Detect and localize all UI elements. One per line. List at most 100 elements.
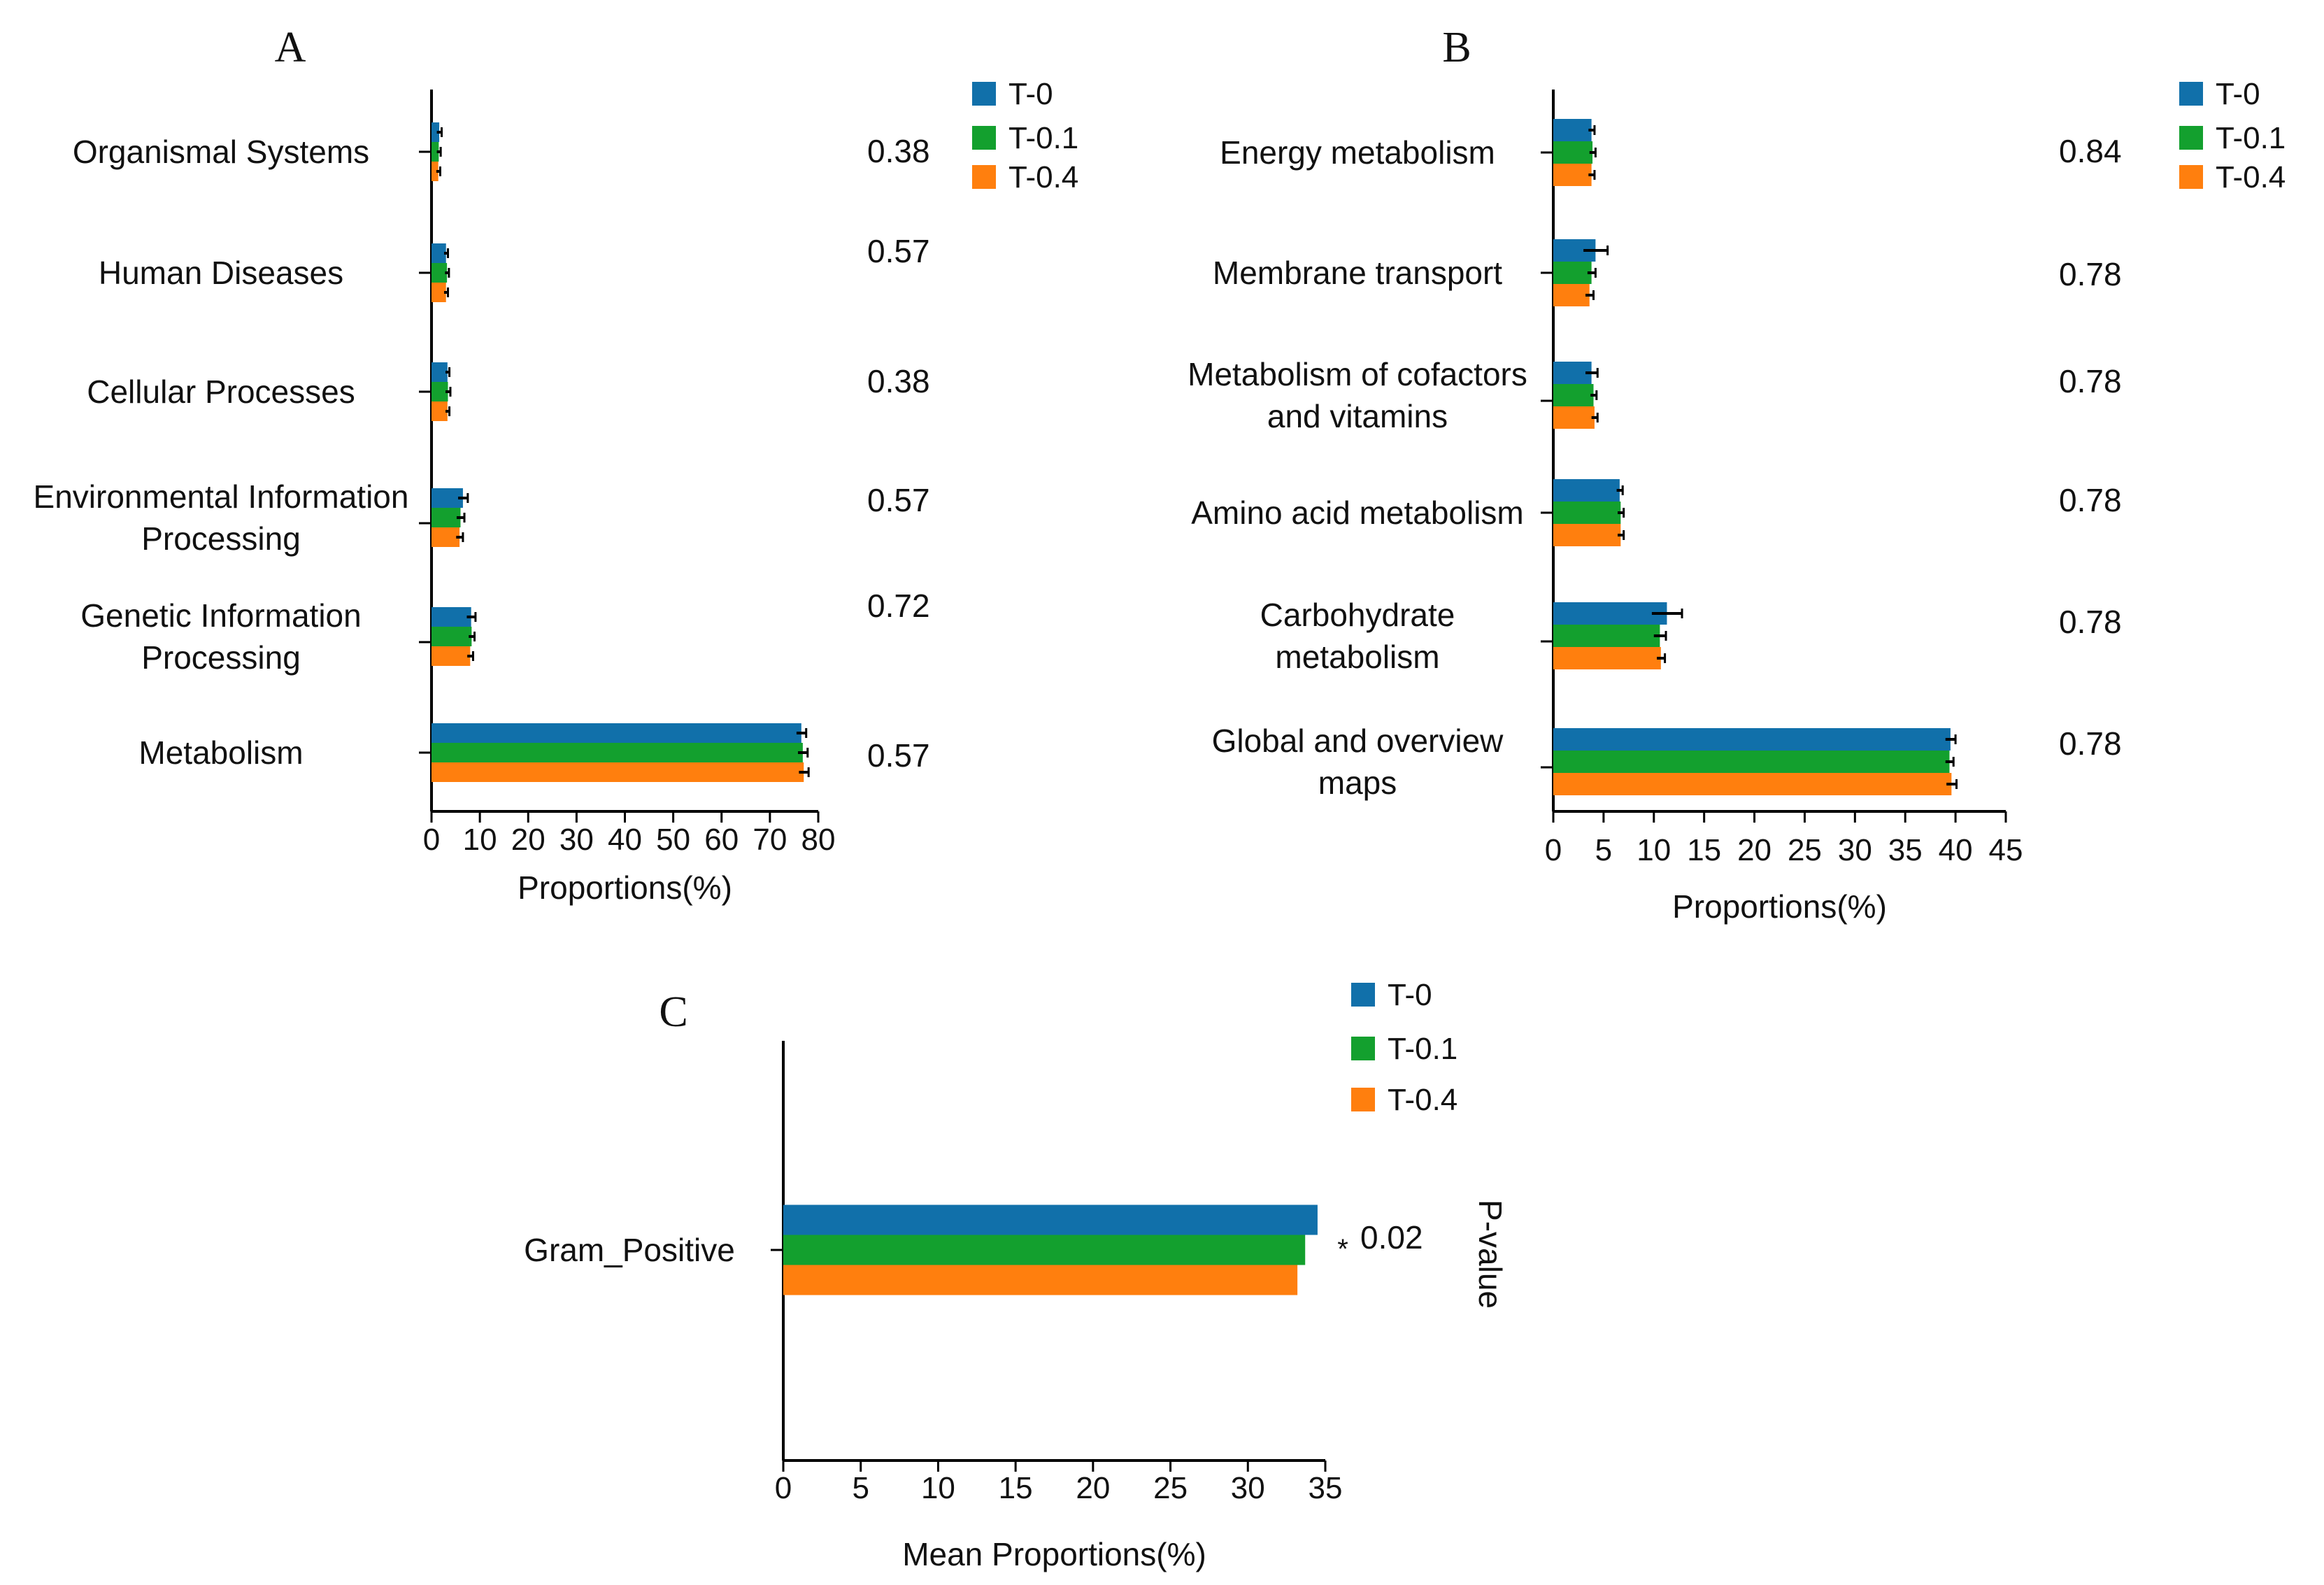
bar-t-04 xyxy=(432,762,804,782)
bar-t-01 xyxy=(1553,625,1660,647)
bar-t-0 xyxy=(432,243,446,263)
x-tick-label: 45 xyxy=(1989,833,2023,867)
legend-label: T-0.4 xyxy=(2216,160,2286,194)
bar-t-0 xyxy=(1553,602,1667,625)
category-label: and vitamins xyxy=(1267,398,1448,434)
legend-label: T-0 xyxy=(2216,77,2260,111)
bar-t-0 xyxy=(432,607,471,627)
legend-label: T-0.1 xyxy=(2216,121,2286,155)
p-value-label: 0.38 xyxy=(867,363,930,399)
p-value-label: 0.72 xyxy=(867,588,930,624)
x-tick-label: 70 xyxy=(753,823,787,857)
bar-t-0 xyxy=(1553,728,1951,751)
legend-swatch xyxy=(1351,1037,1375,1060)
bar-t-0 xyxy=(1553,119,1592,141)
bar-t-0 xyxy=(432,122,440,142)
bar-t-01 xyxy=(1553,262,1592,284)
p-value-label: 0.02 xyxy=(1360,1219,1423,1256)
category-label: Environmental Information xyxy=(34,478,409,515)
x-tick-label: 35 xyxy=(1309,1471,1343,1505)
bar-t-04 xyxy=(1553,647,1661,669)
p-value-label: 0.57 xyxy=(867,482,930,518)
p-value-label: 0.78 xyxy=(2059,363,2122,399)
category-label: Amino acid metabolism xyxy=(1191,495,1524,531)
p-value-label: 0.57 xyxy=(867,737,930,774)
bar-t-04 xyxy=(1553,524,1621,546)
x-tick-label: 40 xyxy=(1939,833,1973,867)
p-value-label: 0.38 xyxy=(867,133,930,169)
x-tick-label: 10 xyxy=(1637,833,1671,867)
legend-swatch xyxy=(2179,82,2203,106)
category-label: Metabolism of cofactors xyxy=(1188,356,1527,392)
x-tick-label: 15 xyxy=(1687,833,1721,867)
bar-t-04 xyxy=(432,646,471,666)
x-tick-label: 25 xyxy=(1153,1471,1188,1505)
x-tick-label: 80 xyxy=(801,823,836,857)
p-value-label: 0.57 xyxy=(867,233,930,269)
bar-t-01 xyxy=(1553,141,1593,164)
legend-swatch xyxy=(1351,1088,1375,1111)
x-tick-label: 30 xyxy=(1231,1471,1265,1505)
category-label: Metabolism xyxy=(138,734,303,771)
legend-label: T-0.4 xyxy=(1388,1083,1457,1117)
bar-t-0 xyxy=(1553,362,1592,384)
bar-t-04 xyxy=(432,283,446,302)
category-label: Organismal Systems xyxy=(73,134,369,170)
legend-label: T-0.1 xyxy=(1388,1032,1457,1066)
x-tick-label: 0 xyxy=(775,1471,792,1505)
x-tick-label: 25 xyxy=(1788,833,1822,867)
category-label: Genetic Information xyxy=(80,597,361,634)
legend-label: T-0 xyxy=(1388,978,1432,1012)
legend-label: T-0 xyxy=(1008,77,1053,111)
bar-t-0 xyxy=(432,362,448,382)
category-label: Energy metabolism xyxy=(1220,134,1495,171)
bar-t-0 xyxy=(1553,479,1620,502)
category-label: Carbohydrate xyxy=(1260,597,1455,633)
x-tick-label: 30 xyxy=(1838,833,1872,867)
p-value-label: 0.78 xyxy=(2059,725,2122,762)
panel-a: A 0 10 20 30 40 50 60 70 80 Proportions(%) Organis… xyxy=(34,24,1079,906)
x-tick-label: 60 xyxy=(704,823,739,857)
bar-t-04 xyxy=(1553,773,1952,795)
bar-t-04 xyxy=(1553,284,1590,306)
category-label: Global and overview xyxy=(1212,723,1504,759)
bar-t-04 xyxy=(432,162,439,181)
x-tick-label: 0 xyxy=(1545,833,1562,867)
panel-c-letter: C xyxy=(659,988,687,1036)
panel-b: B 0 5 10 15 20 25 30 35 40 45 Proportions(%) Energy… xyxy=(1188,24,2286,925)
legend-label: T-0.1 xyxy=(1008,121,1078,155)
bar-t-04 xyxy=(432,527,460,547)
bar-t-01 xyxy=(1553,502,1621,524)
x-tick-label: 0 xyxy=(423,823,440,857)
x-axis-title: Proportions(%) xyxy=(1672,888,1887,925)
bar-t-01 xyxy=(432,142,439,162)
legend-swatch xyxy=(1351,983,1375,1007)
p-value-label: 0.84 xyxy=(2059,133,2122,169)
bar-t-01 xyxy=(432,627,472,646)
x-tick-label: 5 xyxy=(1595,833,1612,867)
bar-t-04 xyxy=(783,1265,1298,1295)
bar-t-04 xyxy=(1553,164,1592,186)
category-label: Gram_Positive xyxy=(524,1232,735,1268)
p-value-label: 0.78 xyxy=(2059,256,2122,292)
bar-t-04 xyxy=(1553,406,1595,429)
panel-c: C 0 5 10 15 20 25 30 35 Mean Proportions(%) Gram_… xyxy=(524,978,1509,1572)
bar-t-01 xyxy=(432,743,803,762)
bar-t-01 xyxy=(783,1235,1306,1265)
x-tick-label: 30 xyxy=(559,823,594,857)
bar-t-01 xyxy=(432,382,448,401)
x-tick-label: 10 xyxy=(921,1471,955,1505)
category-label: Cellular Processes xyxy=(87,374,355,410)
category-label: metabolism xyxy=(1275,639,1439,675)
significance-marker: * xyxy=(1337,1234,1348,1265)
legend-label: T-0.4 xyxy=(1008,160,1078,194)
x-tick-label: 50 xyxy=(656,823,690,857)
legend-swatch xyxy=(972,165,996,189)
x-tick-label: 20 xyxy=(511,823,546,857)
p-value-label: 0.78 xyxy=(2059,482,2122,518)
bar-t-01 xyxy=(432,263,448,283)
x-tick-label: 35 xyxy=(1888,833,1923,867)
x-axis-title: Proportions(%) xyxy=(518,869,732,906)
x-axis-title: Mean Proportions(%) xyxy=(902,1536,1206,1572)
category-label: Membrane transport xyxy=(1213,255,1502,291)
